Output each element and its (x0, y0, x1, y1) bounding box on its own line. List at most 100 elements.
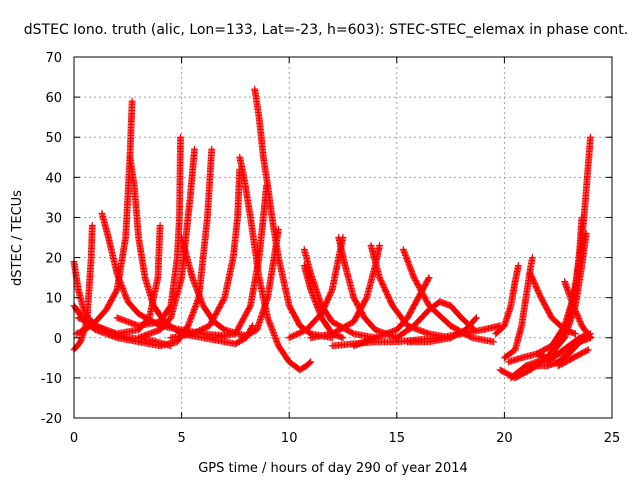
data-point (584, 346, 592, 354)
data-point (306, 359, 314, 367)
data-point (112, 287, 120, 295)
data-point (196, 327, 203, 334)
y-tick-label: 0 (54, 332, 62, 347)
data-point (83, 318, 91, 326)
data-point (200, 325, 208, 332)
data-point (425, 274, 433, 282)
data-point (86, 319, 94, 327)
data-point (82, 317, 89, 325)
data-point (275, 226, 282, 233)
data-point (208, 145, 216, 153)
data-point (285, 334, 293, 342)
data-point (194, 327, 202, 335)
data-point (77, 328, 84, 336)
plot-border (73, 56, 613, 419)
data-point (298, 328, 306, 336)
series-arc-15 (238, 226, 282, 342)
plot-area (70, 85, 594, 382)
x-tick-label: 0 (70, 431, 78, 446)
data-point (190, 329, 198, 337)
x-axis-label: GPS time / hours of day 290 of year 2014 (198, 461, 468, 476)
series-arc-25 (393, 298, 478, 342)
data-point (514, 262, 522, 269)
series-arc-7 (74, 222, 164, 338)
data-point (564, 315, 572, 323)
data-point (297, 329, 305, 336)
data-point (490, 338, 498, 346)
series-arc-13 (251, 85, 336, 342)
data-point (586, 333, 594, 340)
data-point (201, 324, 209, 332)
data-point (349, 329, 356, 337)
data-point (87, 320, 95, 328)
data-point (295, 329, 303, 337)
data-point (424, 275, 432, 283)
data-point (128, 97, 136, 105)
data-point (78, 327, 86, 335)
y-tick-label: 70 (45, 51, 62, 66)
data-point (76, 314, 84, 322)
data-point (582, 230, 590, 237)
series-arc-34 (526, 270, 579, 338)
data-point (528, 254, 536, 261)
data-point (191, 145, 198, 153)
y-tick-label: 10 (45, 292, 62, 307)
series-arc-9 (135, 145, 198, 342)
data-point (583, 347, 591, 354)
data-point (328, 287, 336, 295)
data-point (246, 303, 254, 311)
data-point (472, 315, 479, 323)
data-point (473, 314, 480, 322)
data-point (288, 333, 296, 340)
data-point (188, 330, 196, 338)
data-point (90, 321, 98, 329)
series-arc-36 (561, 278, 594, 342)
data-point (470, 326, 478, 334)
data-point (177, 133, 184, 141)
data-point (292, 331, 300, 338)
x-tick-label: 15 (389, 431, 406, 446)
series-arc-14 (210, 181, 271, 342)
data-point (220, 295, 228, 303)
axis-ticks: 0 5 10 15 20 25 -20 -10 0 10 20 30 40 50 60 70 (41, 51, 621, 446)
data-point (75, 329, 83, 336)
data-point (291, 331, 299, 339)
data-point (376, 242, 383, 249)
axes-frame (73, 56, 613, 419)
data-point (199, 325, 206, 333)
data-point (193, 328, 201, 336)
data-point (74, 314, 82, 322)
data-point (84, 319, 92, 326)
data-point (469, 325, 477, 333)
y-tick-label: -20 (41, 412, 62, 427)
data-point (587, 334, 594, 342)
data-point (203, 323, 211, 331)
x-tick-label: 25 (604, 431, 621, 446)
data-point (307, 358, 315, 366)
series-arc-10 (167, 165, 244, 342)
data-point (249, 322, 257, 330)
data-point (156, 222, 164, 229)
data-point (80, 316, 88, 324)
series-arc-22 (350, 274, 433, 350)
y-tick-label: 30 (45, 211, 62, 226)
data-point (587, 133, 594, 141)
data-point (290, 332, 297, 340)
data-point (578, 214, 586, 221)
data-point (339, 334, 347, 342)
data-point (74, 329, 81, 337)
data-point (572, 330, 579, 338)
y-axis-label: dSTEC / TECUs (10, 190, 25, 286)
data-point (89, 321, 97, 328)
series-arc-37 (554, 346, 592, 370)
data-point (300, 327, 307, 335)
data-point (287, 333, 295, 341)
x-tick-label: 20 (496, 431, 513, 446)
data-point (294, 330, 302, 338)
x-tick-label: 5 (177, 431, 185, 446)
data-point (197, 326, 205, 334)
data-point (79, 316, 87, 324)
series-arc-26 (404, 314, 480, 346)
series-arc-27 (492, 262, 522, 338)
